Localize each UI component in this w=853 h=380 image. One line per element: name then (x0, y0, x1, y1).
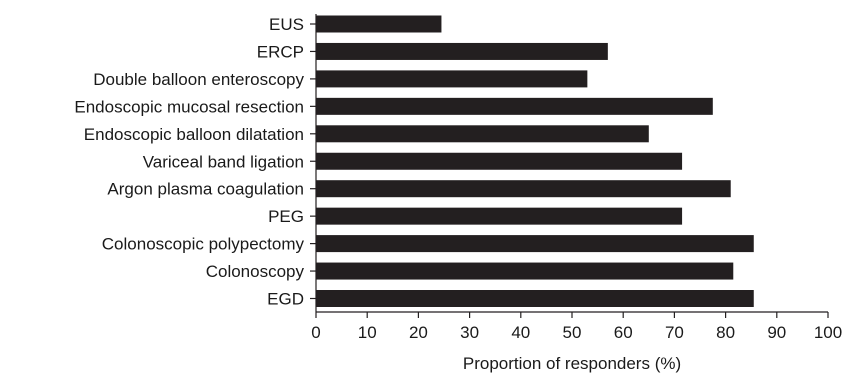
category-label: Colonoscopy (206, 262, 305, 281)
bar-argon-plasma-coagulation (316, 180, 731, 198)
category-label: Double balloon enteroscopy (93, 70, 304, 89)
x-tick-label: 0 (311, 323, 320, 342)
category-labels: EUS ERCP Double balloon enteroscopy Endosco… (74, 15, 304, 309)
bar-colonoscopy (316, 262, 734, 280)
x-tick-label: 40 (511, 323, 530, 342)
x-tick-label: 60 (614, 323, 633, 342)
x-axis-title: Proportion of responders (%) (463, 354, 681, 373)
x-tick-label: 50 (563, 323, 582, 342)
bar-double-balloon-enteroscopy (316, 70, 588, 88)
bars-group (310, 15, 754, 307)
category-label: ERCP (257, 42, 304, 61)
bar-eus (316, 15, 442, 33)
x-tick-label: 70 (665, 323, 684, 342)
bar-ercp (316, 42, 608, 60)
category-label: Variceal band ligation (143, 152, 304, 171)
category-label: Argon plasma coagulation (107, 180, 304, 199)
bar-colonoscopic-polypectomy (316, 235, 754, 253)
x-tick-label: 10 (358, 323, 377, 342)
category-label: PEG (268, 207, 304, 226)
bar-variceal-band-ligation (316, 152, 683, 170)
x-tick-label: 90 (767, 323, 786, 342)
category-label: Colonoscopic polypectomy (102, 235, 305, 254)
bar-endoscopic-mucosal-resection (316, 97, 713, 115)
category-label: EUS (269, 15, 304, 34)
x-tick-label: 100 (814, 323, 842, 342)
x-tick-label: 80 (716, 323, 735, 342)
x-tick-label: 30 (460, 323, 479, 342)
bar-endoscopic-balloon-dilatation (316, 125, 649, 143)
x-tick-label: 20 (409, 323, 428, 342)
category-label: Endoscopic mucosal resection (74, 97, 304, 116)
category-label: Endoscopic balloon dilatation (84, 125, 304, 144)
bar-peg (316, 207, 683, 225)
bar-egd (316, 290, 754, 307)
x-ticks: 0 10 20 30 40 50 60 70 80 90 100 (311, 312, 842, 342)
category-label: EGD (267, 290, 304, 309)
